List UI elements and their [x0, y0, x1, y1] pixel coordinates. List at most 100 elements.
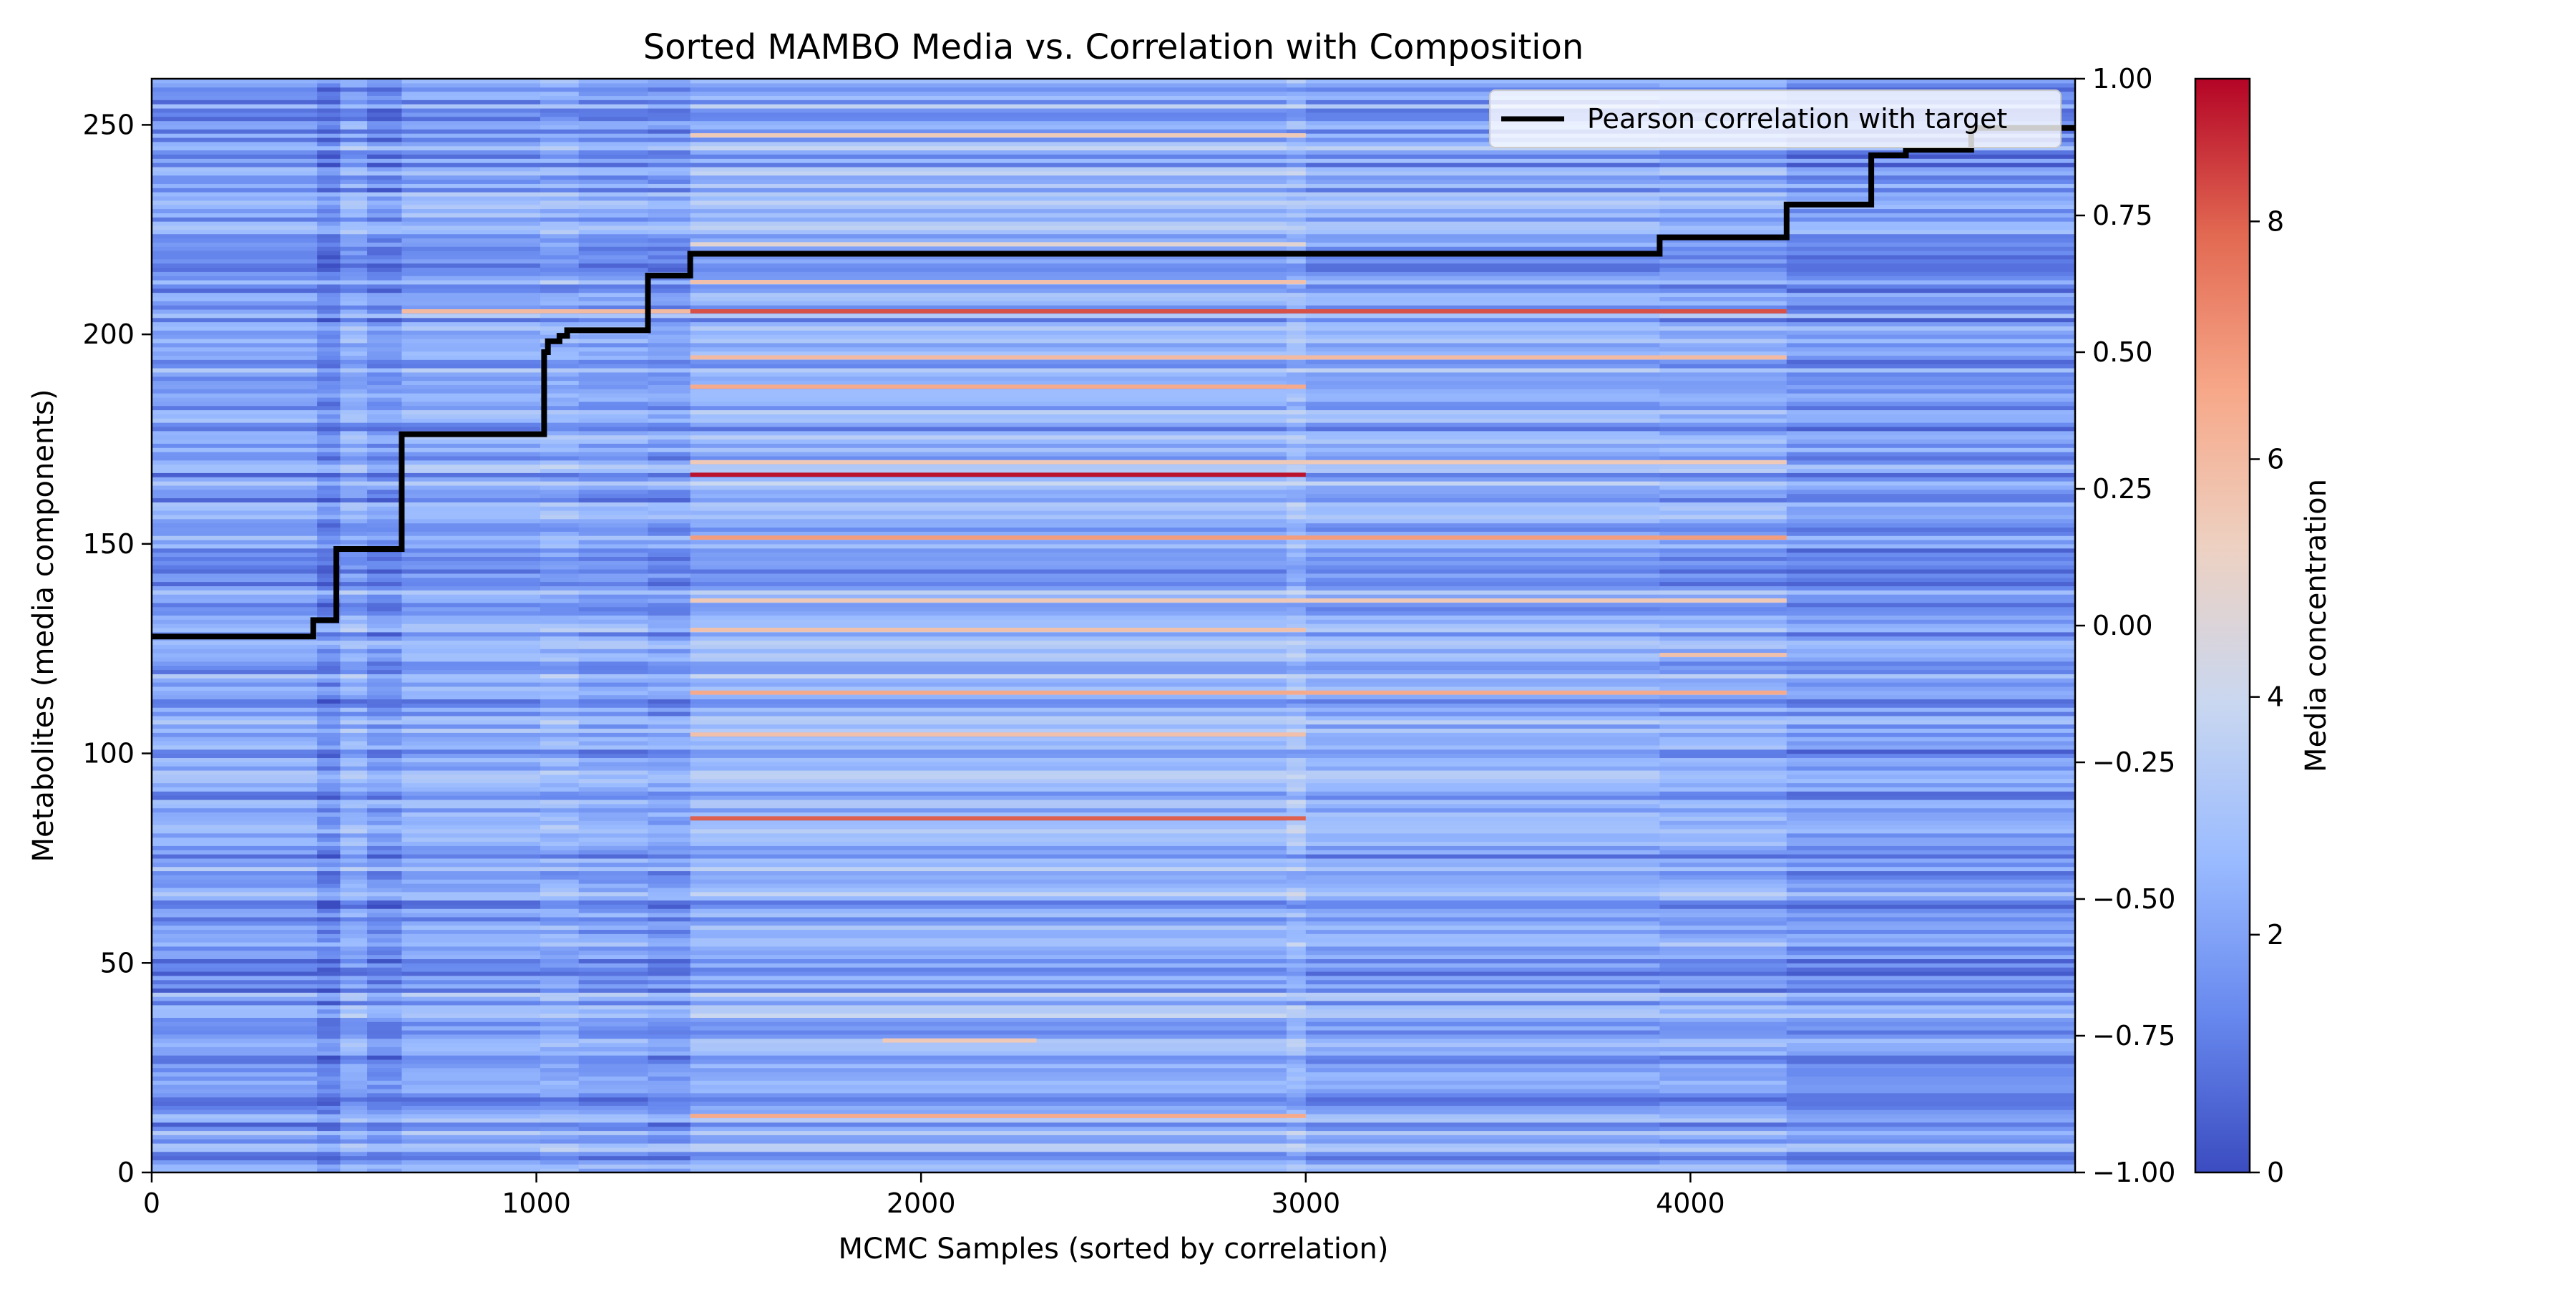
- heatmap-hot-row: [690, 280, 1306, 284]
- heatmap-cell: [648, 728, 691, 733]
- heatmap-cell: [367, 376, 403, 382]
- heatmap-cell: [540, 317, 580, 323]
- heatmap-cell: [1659, 737, 1787, 742]
- heatmap-cell: [690, 1168, 1287, 1172]
- heatmap-cell: [340, 510, 368, 515]
- heatmap-cell: [1286, 175, 1307, 180]
- heatmap-cell: [340, 916, 368, 922]
- heatmap-cell: [340, 91, 368, 97]
- heatmap-cell: [578, 686, 649, 691]
- heatmap-cell: [401, 502, 541, 507]
- heatmap-cell: [317, 820, 341, 825]
- heatmap-cell: [1305, 464, 1660, 470]
- heatmap-cell: [1305, 443, 1660, 448]
- heatmap-cell: [1659, 439, 1787, 444]
- heatmap-cell: [367, 1021, 403, 1026]
- heatmap-cell: [1286, 1042, 1307, 1047]
- heatmap-cell: [367, 283, 403, 289]
- heatmap-cell: [317, 850, 341, 855]
- heatmap-cell: [340, 820, 368, 825]
- heatmap-cell: [1786, 1155, 2075, 1161]
- heatmap-cell: [690, 644, 1287, 649]
- heatmap-cell: [648, 665, 691, 671]
- heatmap-cell: [152, 908, 318, 913]
- heatmap-cell: [1286, 426, 1307, 432]
- heatmap-cell: [690, 665, 1287, 671]
- heatmap-cell: [690, 125, 1287, 130]
- heatmap-cell: [367, 837, 403, 842]
- heatmap-cell: [317, 426, 341, 432]
- heatmap-cell: [317, 971, 341, 976]
- heatmap-cell: [578, 1130, 649, 1135]
- heatmap-cell: [540, 971, 580, 976]
- heatmap-cell: [1659, 192, 1787, 197]
- legend-box: [1489, 89, 2062, 148]
- heatmap-cell: [1659, 351, 1787, 356]
- heatmap-cell: [1305, 996, 1660, 1001]
- heatmap-cell: [1305, 803, 1660, 809]
- heatmap-cell: [401, 1055, 541, 1060]
- heatmap-cell: [1305, 1051, 1660, 1056]
- heatmap-cell: [1786, 514, 2075, 520]
- heatmap-cell: [690, 992, 1287, 997]
- heatmap-cell: [317, 803, 341, 809]
- heatmap-cell: [1305, 975, 1660, 981]
- heatmap-cell: [1786, 409, 2075, 414]
- heatmap-cell: [540, 602, 580, 608]
- heatmap-cell: [648, 301, 691, 306]
- heatmap-cell: [401, 1063, 541, 1069]
- heatmap-cell: [152, 229, 318, 235]
- heatmap-cell: [401, 280, 541, 285]
- heatmap-cell: [648, 238, 691, 243]
- heatmap-cell: [1786, 305, 2075, 310]
- heatmap-cell: [540, 711, 580, 717]
- heatmap-cell: [1659, 929, 1787, 934]
- heatmap-cell: [540, 1122, 580, 1127]
- heatmap-cell: [690, 296, 1287, 301]
- heatmap-cell: [578, 828, 649, 834]
- heatmap-cell: [540, 1126, 580, 1132]
- heatmap-cell: [540, 992, 580, 997]
- heatmap-cell: [1786, 568, 2075, 574]
- heatmap-cell: [1786, 1139, 2075, 1144]
- heatmap-cell: [648, 1072, 691, 1077]
- heatmap-cell: [1305, 644, 1660, 649]
- heatmap-cell: [340, 653, 368, 658]
- heatmap-cell: [1786, 854, 2075, 859]
- heatmap-cell: [578, 313, 649, 319]
- heatmap-cell: [340, 87, 368, 92]
- heatmap-cell: [1659, 762, 1787, 767]
- heatmap-cell: [540, 251, 580, 256]
- heatmap-cell: [152, 150, 318, 155]
- heatmap-cell: [648, 611, 691, 616]
- heatmap-cell: [690, 1034, 1287, 1039]
- heatmap-cell: [1786, 443, 2075, 448]
- heatmap-cell: [578, 866, 649, 872]
- heatmap-cell: [1286, 774, 1307, 779]
- heatmap-cell: [578, 367, 649, 373]
- heatmap-cell: [648, 1168, 691, 1172]
- heatmap-cell: [578, 552, 649, 557]
- heatmap-cell: [1286, 895, 1307, 901]
- heatmap-cell: [1786, 678, 2075, 683]
- heatmap-cell: [578, 1055, 649, 1060]
- heatmap-cell: [367, 556, 403, 561]
- heatmap-cell: [152, 933, 318, 938]
- heatmap-cell: [578, 485, 649, 490]
- heatmap-cell: [1786, 837, 2075, 842]
- heatmap-cell: [1659, 1034, 1787, 1039]
- heatmap-cell: [1786, 452, 2075, 457]
- heatmap-cell: [1286, 1046, 1307, 1051]
- heatmap-cell: [648, 145, 691, 151]
- heatmap-cell: [1659, 346, 1787, 352]
- heatmap-cell: [578, 305, 649, 310]
- heatmap-cell: [1659, 1164, 1787, 1169]
- heatmap-cell: [648, 988, 691, 993]
- heatmap-cell: [578, 820, 649, 825]
- heatmap-cell: [578, 875, 649, 880]
- heatmap-cell: [340, 1122, 368, 1127]
- heatmap-cell: [152, 233, 318, 239]
- heatmap-cell: [578, 807, 649, 813]
- heatmap-cell: [648, 631, 691, 637]
- heatmap-cell: [317, 539, 341, 545]
